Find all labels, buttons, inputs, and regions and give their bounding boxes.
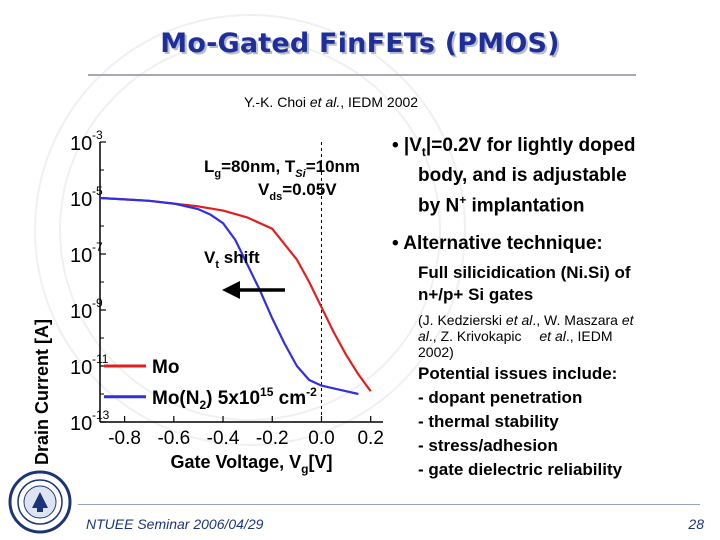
bullet-vt: • |Vt|=0.2V for lightly doped body, and … xyxy=(392,134,636,218)
full-silicidation-text: Full silicidication (Ni.Si) of n+/p+ Si … xyxy=(418,262,631,306)
annotation-vt-shift: Vt shift xyxy=(204,248,260,271)
y-tick-label: 10 xyxy=(70,189,92,211)
x-axis-label-unit: [V] xyxy=(309,452,333,472)
ref-l1-post: ., W. Maszara xyxy=(532,312,622,328)
y-axis-label: Drain Current [A] xyxy=(32,319,52,465)
issue-item: - gate dielectric reliability xyxy=(418,460,623,479)
y-tick-label: 10 xyxy=(70,301,92,323)
legend-label-mo: Mo xyxy=(152,357,179,378)
y-tick-exponent: -7 xyxy=(92,240,103,254)
y-tick-exponent: -5 xyxy=(92,184,103,198)
ref-l2-post: ., Z. Krivokapic xyxy=(428,328,526,344)
ref-l1-etal: et al xyxy=(505,312,533,328)
citation-authors: Y.-K. Choi xyxy=(244,94,310,110)
bullet-vt-pre: • |V xyxy=(392,135,422,156)
page-number: 28 xyxy=(688,516,704,532)
y-tick-label: 10 xyxy=(70,413,92,435)
annotation-lg-tsi: Lg=80nm, TSi=10nm xyxy=(204,157,360,180)
footer-text: NTUEE Seminar 2006/04/29 xyxy=(86,516,264,532)
ref-l2-etal: et al xyxy=(539,328,566,344)
citation-venue: , IEDM 2002 xyxy=(340,94,419,110)
ref-l2-end: ., IEDM xyxy=(565,328,613,344)
issues-title: Potential issues include: xyxy=(418,364,618,383)
slide-title: Mo-Gated FinFETs (PMOS) xyxy=(160,28,560,59)
citation: Y.-K. Choi et al., IEDM 2002 xyxy=(244,94,418,110)
university-seal-icon xyxy=(8,470,72,534)
chart-series xyxy=(99,196,372,399)
bullet-vt-post: |=0.2V for lightly doped xyxy=(425,135,636,156)
ref-l1-et: et xyxy=(621,312,634,328)
citation-etal: et al. xyxy=(309,94,341,110)
x-tick-label: -0.4 xyxy=(207,428,240,449)
legend-label-mo-n: Mo(N2) 5x1015 cm-2 xyxy=(152,385,317,412)
bullet-alternative: • Alternative technique: xyxy=(392,233,603,254)
bullet-vt-line3-pre: by N xyxy=(418,195,460,217)
issue-item: - dopant penetration xyxy=(418,388,583,407)
title-divider xyxy=(88,74,636,76)
footer-divider xyxy=(78,504,700,505)
x-tick-label: -0.6 xyxy=(157,428,190,449)
issue-item: - thermal stability xyxy=(418,412,559,431)
y-tick-exponent: -11 xyxy=(92,352,109,366)
ref-l2-pre: al xyxy=(418,328,429,344)
x-tick-label: -0.8 xyxy=(108,428,141,449)
chart-text: Gate Voltage, Vg[V] Drain Current [A] Mo Mo… xyxy=(32,157,360,476)
issue-item: - stress/adhesion xyxy=(418,436,558,455)
ref-l3: 2002) xyxy=(418,344,454,360)
y-tick-label: 10 xyxy=(70,357,92,379)
x-tick-label: 0.0 xyxy=(308,428,334,449)
chart-frame xyxy=(99,142,383,423)
full-silicidation-line1: Full silicidication (Ni.Si) of xyxy=(418,263,631,282)
reference-text: (J. Kedzierski et al., W. Maszara et al.… xyxy=(418,312,634,360)
full-silicidation-line2: n+/p+ Si gates xyxy=(418,285,534,304)
y-tick-label: 10 xyxy=(70,133,92,155)
bullet-vt-sub: t xyxy=(421,144,426,159)
y-tick-label: 10 xyxy=(70,245,92,267)
ref-l1-pre: (J. Kedzierski xyxy=(418,312,506,328)
bullet-vt-line3-post: implantation xyxy=(466,195,585,217)
bullet-vt-line2: body, and is adjustable xyxy=(418,164,627,186)
y-tick-exponent: -9 xyxy=(92,296,103,310)
annotation-vds: Vds=0.05V xyxy=(258,180,337,203)
x-axis-label-main: Gate Voltage, V xyxy=(170,452,301,472)
bullet-vt-line3-sup: + xyxy=(459,192,467,207)
vt-shift-arrow-head xyxy=(222,281,240,299)
issues-block: Potential issues include: - dopant penet… xyxy=(418,362,622,482)
y-tick-exponent: -3 xyxy=(92,128,103,142)
x-axis-label-sub: g xyxy=(301,462,308,476)
x-axis-label: Gate Voltage, Vg[V] xyxy=(170,452,332,476)
x-tick-label: 0.2 xyxy=(357,428,383,449)
x-tick-label: -0.2 xyxy=(256,428,289,449)
y-tick-exponent: -13 xyxy=(92,408,110,422)
series-line-mo-n xyxy=(99,196,359,396)
